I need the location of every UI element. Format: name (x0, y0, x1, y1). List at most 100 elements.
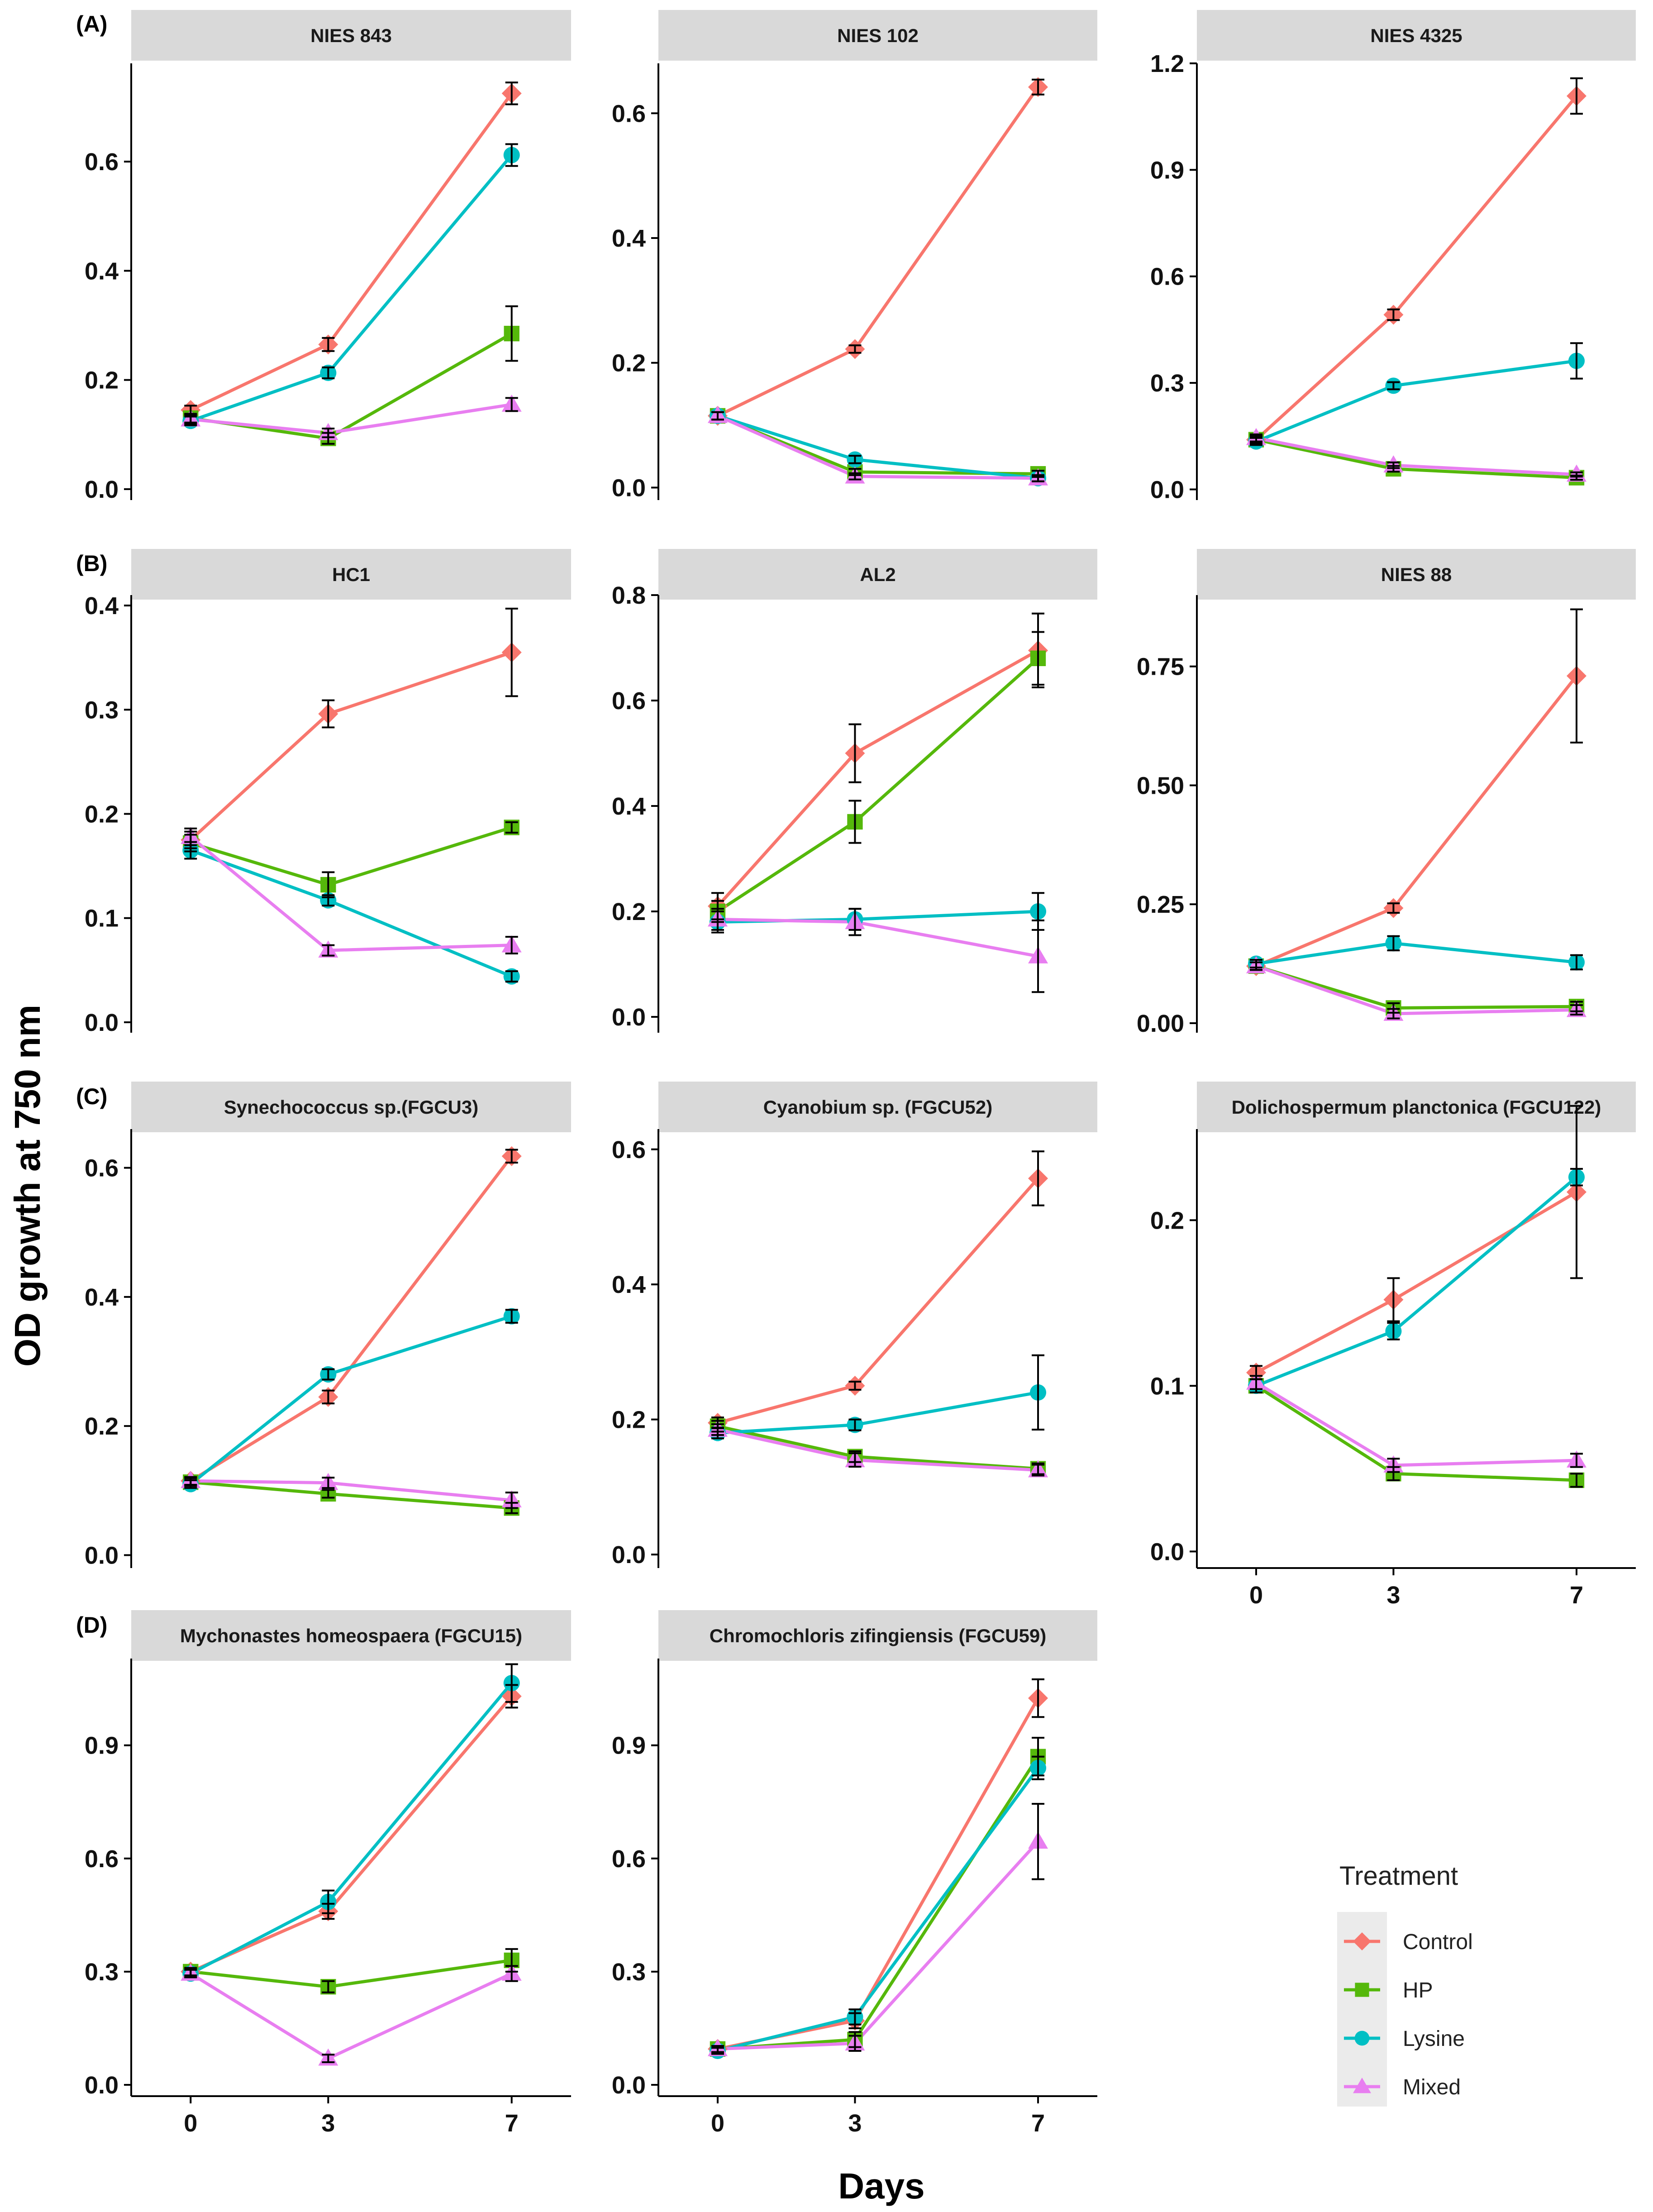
panel-2: NIES 102 0.0 0.2 0.4 0.6 (612, 10, 1097, 501)
panel-strip (658, 549, 1097, 600)
y-tick-label: 0.6 (85, 1155, 119, 1182)
y-tick-label: 0.3 (85, 696, 119, 724)
row-tag: (A) (76, 11, 107, 37)
y-tick-label: 1.2 (1150, 50, 1184, 77)
y-tick-label: 0.6 (612, 687, 646, 715)
series-line-lysine (717, 1391, 1038, 1435)
y-tick-label: 0.9 (1150, 157, 1184, 184)
x-tick-label: 0 (1249, 1582, 1263, 1609)
x-axis-title: Days (838, 2166, 924, 2206)
x-tick-label: 7 (1031, 2110, 1045, 2137)
series-line-mixed (191, 1479, 512, 1502)
series-line-lysine (190, 154, 513, 423)
series-line-hp (717, 414, 1038, 476)
y-tick-label: 0.6 (85, 1845, 119, 1873)
series-line-lysine (1255, 359, 1577, 443)
y-tick-label: 0.0 (612, 474, 646, 501)
panel-strip (1197, 549, 1636, 600)
x-tick-label: 7 (1570, 1582, 1583, 1609)
series-line-control (717, 86, 1039, 418)
panel-strip (131, 1082, 571, 1132)
panel-1: NIES 843 0.0 0.2 0.4 0.6 (85, 10, 571, 503)
series-line-lysine (190, 1682, 513, 1975)
series-line-hp (1255, 964, 1577, 1010)
series-line-mixed (190, 403, 512, 435)
y-tick-label: 0.0 (1150, 1538, 1184, 1565)
y-tick-label: 0.4 (612, 1271, 646, 1298)
series-line-lysine (717, 414, 1038, 480)
legend-key-marker (1355, 1983, 1369, 1997)
y-tick-label: 0.6 (85, 148, 119, 176)
y-tick-label: 0.6 (612, 100, 646, 127)
series-line-control (716, 649, 1039, 907)
series-line-mixed (717, 918, 1038, 958)
panel-3: NIES 4325 0.0 0.3 0.6 0.9 1.2 (1150, 10, 1636, 503)
series-line-lysine (190, 1315, 512, 1486)
series-line-hp (717, 1755, 1039, 2051)
y-tick-label: 0.3 (1150, 370, 1184, 397)
y-tick-label: 0.0 (85, 2072, 119, 2099)
panel-strip (1197, 1082, 1636, 1132)
series-line-control (717, 1697, 1040, 2051)
y-tick-label: 0.0 (1150, 476, 1184, 503)
y-tick-label: 0.9 (612, 1732, 646, 1759)
panel-title: Mychonastes homeospaera (FGCU15) (180, 1625, 522, 1646)
y-tick-label: 0.0 (85, 1542, 119, 1569)
y-tick-label: 0.25 (1137, 891, 1184, 918)
x-tick-label: 3 (1386, 1582, 1400, 1609)
y-tick-label: 0.0 (85, 476, 119, 503)
row-tags-layer: (A) (B) (C) (D) (76, 11, 107, 1638)
panel-title: HC1 (332, 564, 370, 585)
panel-strip (658, 1082, 1097, 1132)
y-tick-label: 0.1 (85, 905, 119, 932)
legend-label: Control (1403, 1930, 1473, 1954)
legend-key-marker (1353, 2078, 1371, 2093)
panel-7: Synechococcus sp.(FGCU3) 0.0 0.2 0.4 0.6 (85, 1082, 571, 1569)
series-line-control (190, 1695, 513, 1974)
legend: Treatment Control HP Lysine Mixed (1337, 1861, 1473, 2107)
panel-5: AL2 0.0 0.2 0.4 0.6 0.8 (612, 549, 1097, 1033)
legend-label: HP (1403, 1978, 1433, 2002)
panel-title: Dolichospermum planctonica (FGCU122) (1232, 1096, 1601, 1118)
y-tick-label: 0.0 (612, 2072, 646, 2099)
panel-strip (131, 549, 571, 600)
x-tick-label: 0 (711, 2110, 724, 2137)
y-tick-label: 0.2 (85, 367, 119, 394)
y-tick-label: 0.4 (85, 592, 119, 620)
panel-8: Cyanobium sp. (FGCU52) 0.0 0.2 0.4 0.6 (612, 1082, 1097, 1568)
y-tick-label: 0.3 (612, 1959, 646, 1986)
panel-title: Synechococcus sp.(FGCU3) (224, 1096, 478, 1118)
y-tick-label: 0.6 (612, 1136, 646, 1163)
y-tick-label: 0.00 (1137, 1010, 1184, 1037)
y-tick-label: 0.2 (612, 1406, 646, 1434)
y-tick-label: 0.0 (612, 1004, 646, 1031)
series-line-mixed (190, 835, 512, 952)
legend-label: Mixed (1403, 2075, 1461, 2099)
series-line-mixed (190, 1972, 513, 2060)
panel-9: Dolichospermum planctonica (FGCU122) 0 3 7 0… (1150, 1082, 1636, 1609)
y-tick-label: 0.75 (1137, 653, 1184, 681)
panel-11: Chromochloris zifingiensis (FGCU59) 0 3 7 0.… (612, 1610, 1097, 2137)
panel-title: AL2 (860, 564, 896, 585)
y-tick-label: 0.50 (1137, 772, 1184, 799)
y-tick-label: 0.0 (612, 1541, 646, 1568)
series-line-control (717, 1177, 1039, 1425)
legend-key-marker (1354, 2031, 1370, 2046)
panel-title: NIES 4325 (1370, 25, 1462, 46)
row-tag: (D) (76, 1612, 107, 1638)
legend-title: Treatment (1339, 1861, 1458, 1891)
x-tick-label: 0 (184, 2110, 197, 2137)
panel-title: Chromochloris zifingiensis (FGCU59) (710, 1625, 1046, 1646)
panel-strip (131, 10, 571, 61)
series-line-control (190, 1155, 513, 1483)
y-tick-label: 0.1 (1150, 1373, 1184, 1400)
panel-title: NIES 843 (310, 25, 392, 46)
y-tick-label: 0.6 (1150, 263, 1184, 291)
panel-strip (658, 10, 1097, 61)
y-tick-label: 0.4 (612, 793, 646, 820)
y-tick-label: 0.3 (85, 1959, 119, 1986)
panel-title: Cyanobium sp. (FGCU52) (763, 1096, 992, 1118)
y-tick-label: 0.0 (85, 1009, 119, 1036)
series-line-mixed (717, 414, 1038, 480)
